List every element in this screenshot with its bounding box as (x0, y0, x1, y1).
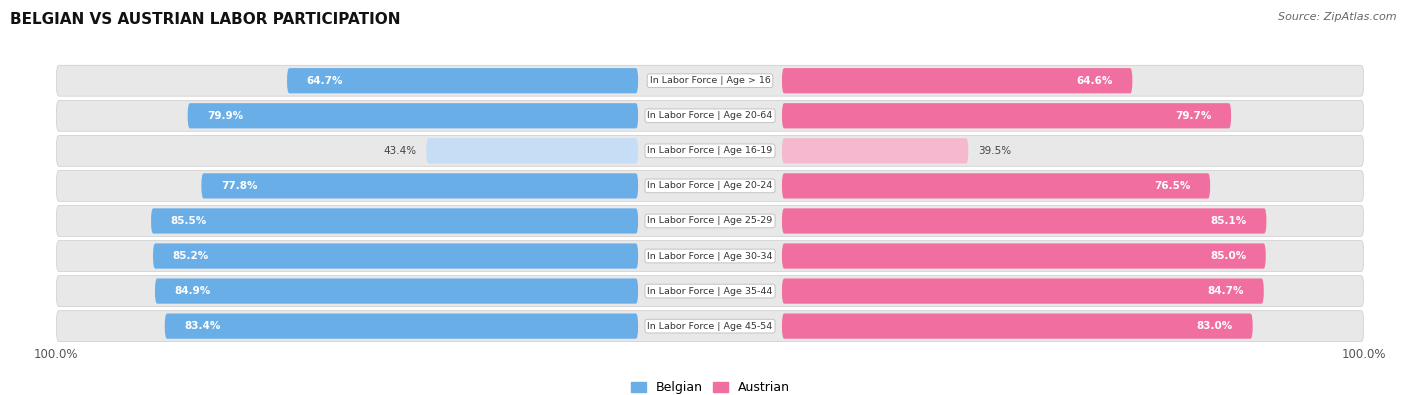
FancyBboxPatch shape (56, 100, 1364, 131)
Text: 85.1%: 85.1% (1211, 216, 1247, 226)
FancyBboxPatch shape (56, 276, 1364, 307)
FancyBboxPatch shape (150, 208, 638, 233)
Text: 77.8%: 77.8% (221, 181, 257, 191)
Text: In Labor Force | Age 16-19: In Labor Force | Age 16-19 (647, 146, 773, 155)
Text: In Labor Force | Age 35-44: In Labor Force | Age 35-44 (647, 286, 773, 295)
FancyBboxPatch shape (165, 314, 638, 339)
FancyBboxPatch shape (187, 103, 638, 128)
Legend: Belgian, Austrian: Belgian, Austrian (626, 376, 794, 395)
FancyBboxPatch shape (782, 314, 1253, 339)
FancyBboxPatch shape (782, 243, 1265, 269)
Text: 85.2%: 85.2% (173, 251, 209, 261)
Text: 43.4%: 43.4% (384, 146, 416, 156)
FancyBboxPatch shape (782, 103, 1232, 128)
Text: In Labor Force | Age 20-64: In Labor Force | Age 20-64 (647, 111, 773, 120)
FancyBboxPatch shape (56, 65, 1364, 96)
FancyBboxPatch shape (56, 171, 1364, 201)
Text: 39.5%: 39.5% (979, 146, 1011, 156)
Text: 64.7%: 64.7% (307, 76, 343, 86)
Text: 83.4%: 83.4% (184, 321, 221, 331)
Text: In Labor Force | Age 30-34: In Labor Force | Age 30-34 (647, 252, 773, 261)
Text: 85.5%: 85.5% (170, 216, 207, 226)
FancyBboxPatch shape (782, 208, 1267, 233)
Text: In Labor Force | Age 20-24: In Labor Force | Age 20-24 (647, 181, 773, 190)
FancyBboxPatch shape (782, 278, 1264, 304)
Text: 85.0%: 85.0% (1211, 251, 1246, 261)
FancyBboxPatch shape (782, 138, 969, 164)
Text: 84.7%: 84.7% (1208, 286, 1244, 296)
FancyBboxPatch shape (56, 135, 1364, 166)
FancyBboxPatch shape (201, 173, 638, 199)
Text: 84.9%: 84.9% (174, 286, 211, 296)
FancyBboxPatch shape (153, 243, 638, 269)
Text: In Labor Force | Age 25-29: In Labor Force | Age 25-29 (647, 216, 773, 226)
Text: 64.6%: 64.6% (1077, 76, 1112, 86)
Text: 79.9%: 79.9% (207, 111, 243, 121)
Text: 79.7%: 79.7% (1175, 111, 1212, 121)
Text: In Labor Force | Age 45-54: In Labor Force | Age 45-54 (647, 322, 773, 331)
FancyBboxPatch shape (155, 278, 638, 304)
FancyBboxPatch shape (782, 173, 1211, 199)
Text: In Labor Force | Age > 16: In Labor Force | Age > 16 (650, 76, 770, 85)
FancyBboxPatch shape (426, 138, 638, 164)
FancyBboxPatch shape (56, 205, 1364, 236)
Text: BELGIAN VS AUSTRIAN LABOR PARTICIPATION: BELGIAN VS AUSTRIAN LABOR PARTICIPATION (10, 12, 401, 27)
Text: 76.5%: 76.5% (1154, 181, 1191, 191)
FancyBboxPatch shape (56, 241, 1364, 271)
Text: Source: ZipAtlas.com: Source: ZipAtlas.com (1278, 12, 1396, 22)
FancyBboxPatch shape (56, 311, 1364, 342)
FancyBboxPatch shape (287, 68, 638, 93)
Text: 83.0%: 83.0% (1197, 321, 1233, 331)
FancyBboxPatch shape (782, 68, 1132, 93)
